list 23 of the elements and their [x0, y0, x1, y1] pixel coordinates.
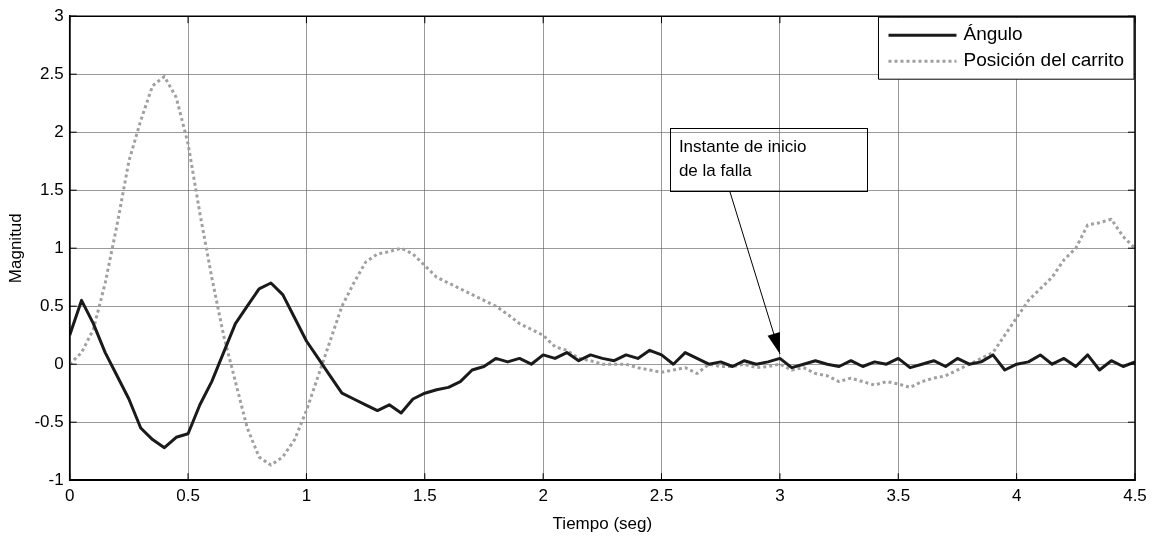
y-tick-label: -0.5	[34, 411, 64, 431]
x-tick-label: 3.5	[886, 486, 911, 506]
x-tick-label: 0.5	[176, 486, 200, 506]
legend-label: Posición del carrito	[963, 49, 1125, 71]
y-tick-label: 0.5	[40, 295, 64, 315]
x-tick-label: 1	[301, 486, 312, 506]
x-tick-label: 4	[1011, 486, 1022, 506]
y-axis-title: Magnitud	[5, 213, 25, 284]
y-tick-label: 2.5	[40, 63, 64, 83]
legend-label: Ángulo	[963, 23, 1023, 45]
y-tick-label: 3	[54, 5, 64, 25]
x-axis-title: Tiempo (seg)	[552, 514, 653, 534]
y-tick-label: -1	[48, 469, 64, 489]
y-tick-label: 1	[54, 237, 64, 257]
x-tick-label: 2	[538, 486, 548, 506]
x-tick-label: 3	[775, 486, 785, 506]
line-series	[69, 75, 1135, 467]
x-tick-label: 1.5	[412, 486, 437, 506]
y-tick-label: 0	[54, 353, 64, 373]
x-tick-label: 4.5	[1123, 486, 1147, 506]
x-tick-label: 2.5	[649, 486, 674, 506]
y-tick-label: 1.5	[40, 179, 64, 199]
y-tick-label: 2	[54, 121, 64, 141]
